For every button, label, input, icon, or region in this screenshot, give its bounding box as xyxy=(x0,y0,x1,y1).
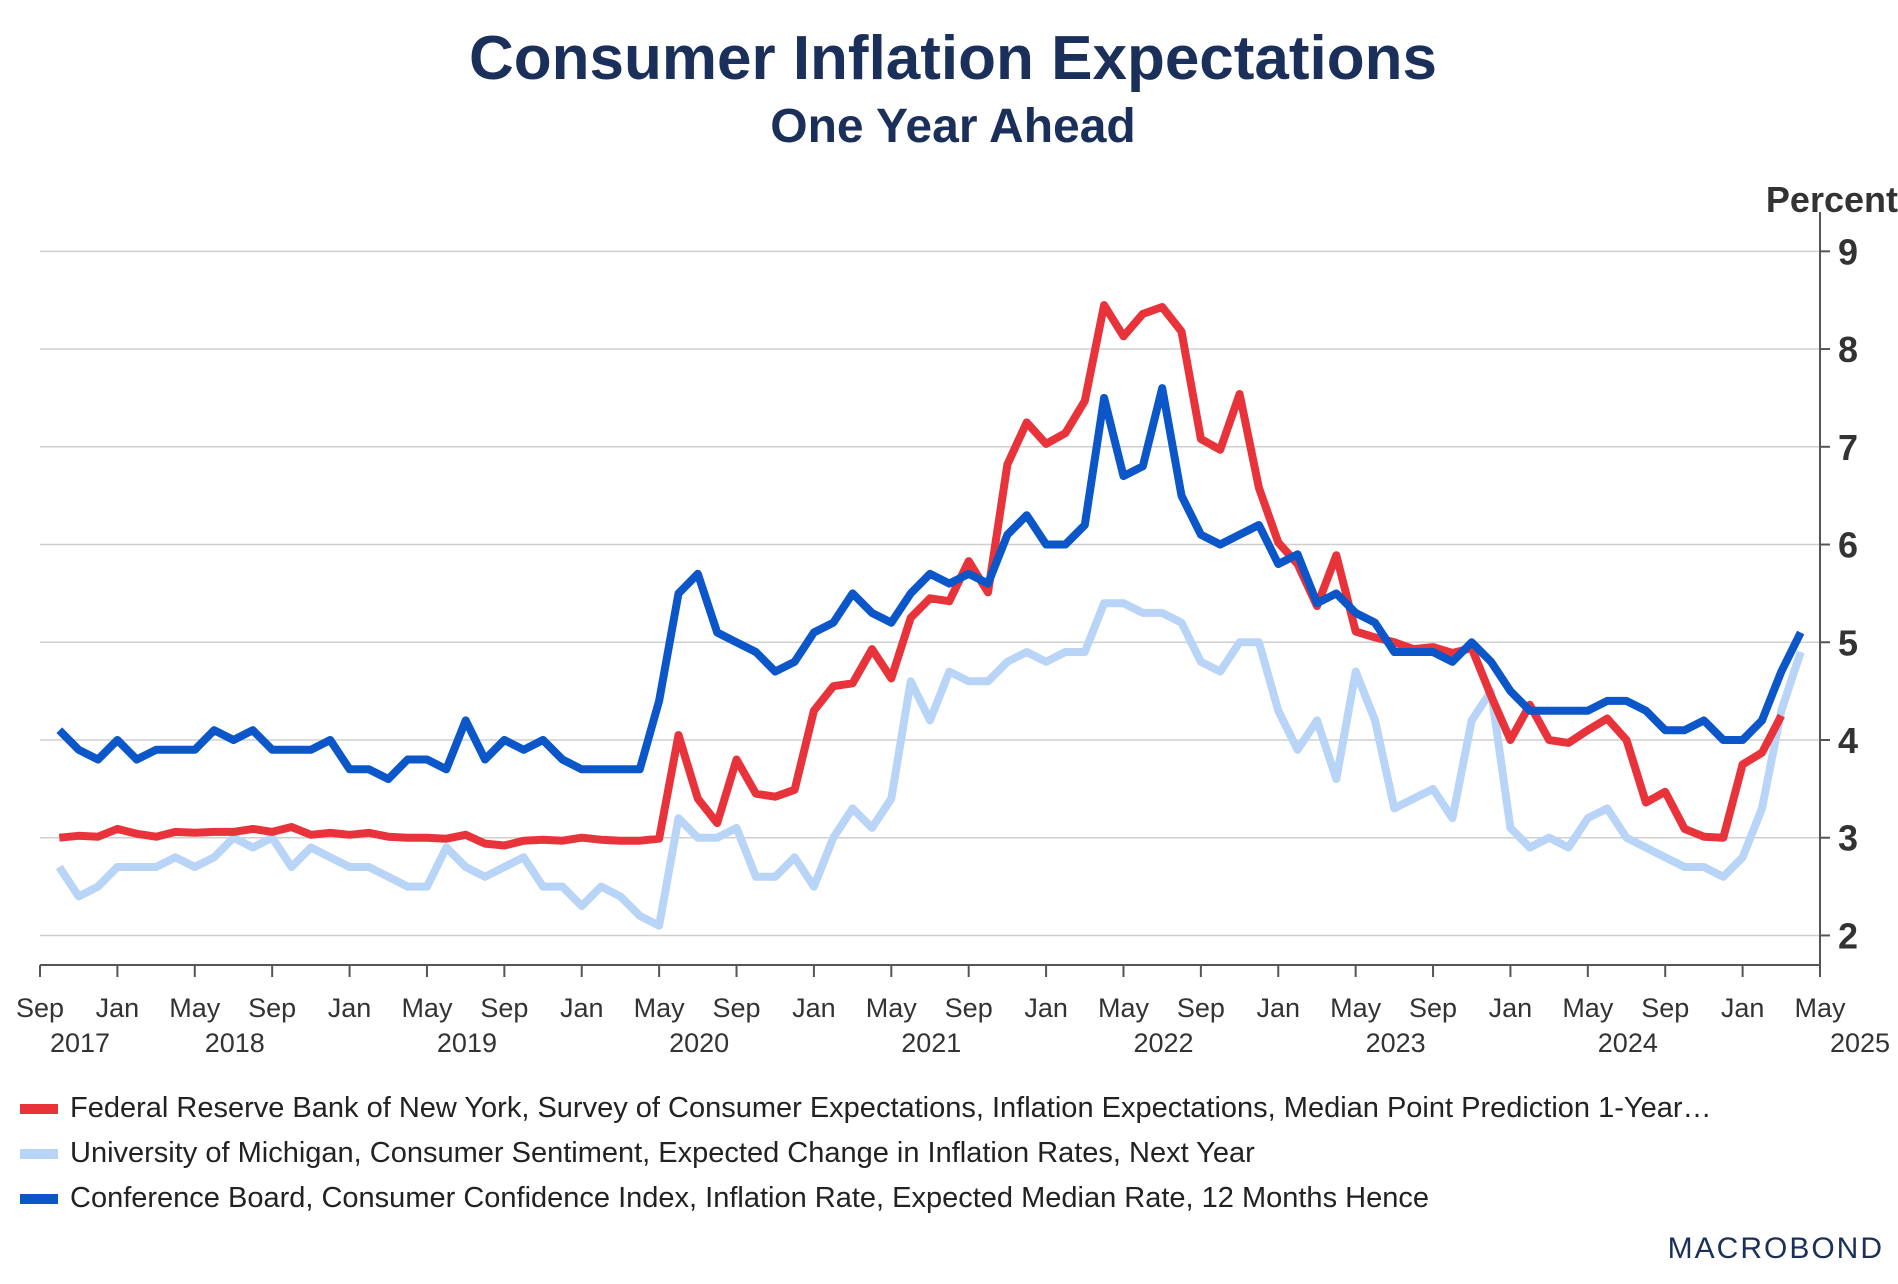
y-tick-label-4: 4 xyxy=(1838,720,1858,761)
x-tick-label-2020-05: May xyxy=(634,993,686,1023)
legend: Federal Reserve Bank of New York, Survey… xyxy=(20,1086,1880,1221)
macrobond-logo: MACROBOND xyxy=(1667,1232,1884,1265)
x-year-label-2024: 2024 xyxy=(1598,1028,1658,1058)
legend-item-conference-board: Conference Board, Consumer Confidence In… xyxy=(20,1176,1880,1221)
x-tick-labels: Sep 2017 Jan May 2018 Sep Jan May 2019 Sep Jan May 2… xyxy=(16,993,1890,1058)
legend-label-umich: University of Michigan, Consumer Sentime… xyxy=(70,1137,1255,1169)
x-year-label-2022: 2022 xyxy=(1133,1028,1193,1058)
y-tick-label-6: 6 xyxy=(1838,525,1858,566)
x-tick-label-2022-01: Jan xyxy=(1024,993,1068,1023)
x-tick-label-2019-01: Jan xyxy=(328,993,372,1023)
legend-item-nyfed: Federal Reserve Bank of New York, Survey… xyxy=(20,1086,1880,1131)
x-tick-label-2021-01: Jan xyxy=(792,993,836,1023)
x-tick-label-2020-09: Sep xyxy=(712,993,760,1023)
x-tick-label-2018-09: Sep xyxy=(248,993,296,1023)
chart-title: Consumer Inflation Expectations xyxy=(469,24,1437,93)
y-tick-label-7: 7 xyxy=(1838,427,1858,468)
x-tick-label-2023-01: Jan xyxy=(1256,993,1300,1023)
y-tick-label-9: 9 xyxy=(1838,231,1858,272)
x-tick-label-2023-09: Sep xyxy=(1409,993,1457,1023)
x-year-label-2017: 2017 xyxy=(50,1028,110,1058)
x-year-label-2020: 2020 xyxy=(669,1028,729,1058)
legend-swatch-conference-board xyxy=(20,1193,58,1204)
x-year-label-2023: 2023 xyxy=(1366,1028,1426,1058)
x-year-label-2018: 2018 xyxy=(205,1028,265,1058)
x-tick-label-2023-05: May xyxy=(1330,993,1382,1023)
y-tick-label-2: 2 xyxy=(1838,915,1858,956)
gridlines xyxy=(40,250,1820,937)
chart-subtitle: One Year Ahead xyxy=(770,100,1136,153)
legend-label-nyfed: Federal Reserve Bank of New York, Survey… xyxy=(70,1092,1712,1124)
x-year-label-2025: 2025 xyxy=(1830,1028,1890,1058)
x-tick-label-2024-09: Sep xyxy=(1641,993,1689,1023)
series-lines xyxy=(55,301,1805,930)
x-tick-label-2019-05: May xyxy=(401,993,453,1023)
x-tick-label-2024-05: May xyxy=(1562,993,1614,1023)
legend-swatch-nyfed xyxy=(20,1103,58,1114)
x-year-label-2021: 2021 xyxy=(901,1028,961,1058)
y-axis-label: Percent xyxy=(1766,179,1898,220)
x-tick-label-2018-05: May xyxy=(169,993,221,1023)
x-tick-label-2018-01: Jan xyxy=(96,993,140,1023)
conference-board-series-line xyxy=(56,384,1805,784)
legend-swatch-umich xyxy=(20,1148,58,1159)
y-tick-labels: 2 3 4 5 6 7 8 9 xyxy=(1838,231,1858,956)
x-tick-label-2025-01: Jan xyxy=(1721,993,1765,1023)
x-tick-label-2019-09: Sep xyxy=(480,993,528,1023)
x-tick-label-2022-05: May xyxy=(1098,993,1150,1023)
y-tick-label-3: 3 xyxy=(1838,818,1858,859)
nyfed-series-line xyxy=(58,301,1785,850)
x-tick-label-2025-05: May xyxy=(1794,993,1846,1023)
x-tick-label-2021-05: May xyxy=(866,993,918,1023)
legend-item-umich: University of Michigan, Consumer Sentime… xyxy=(20,1131,1880,1176)
y-tick-label-5: 5 xyxy=(1838,622,1858,663)
x-tick-label-2022-09: Sep xyxy=(1177,993,1225,1023)
x-tick-label-2017-09: Sep xyxy=(16,993,64,1023)
legend-label-conference-board: Conference Board, Consumer Confidence In… xyxy=(70,1182,1429,1214)
x-year-label-2019: 2019 xyxy=(437,1028,497,1058)
x-tick-label-2020-01: Jan xyxy=(560,993,604,1023)
axes xyxy=(39,212,1830,977)
x-tick-label-2024-01: Jan xyxy=(1489,993,1533,1023)
umich-series-line xyxy=(55,599,1805,930)
y-tick-label-8: 8 xyxy=(1838,329,1858,370)
x-tick-label-2021-09: Sep xyxy=(945,993,993,1023)
